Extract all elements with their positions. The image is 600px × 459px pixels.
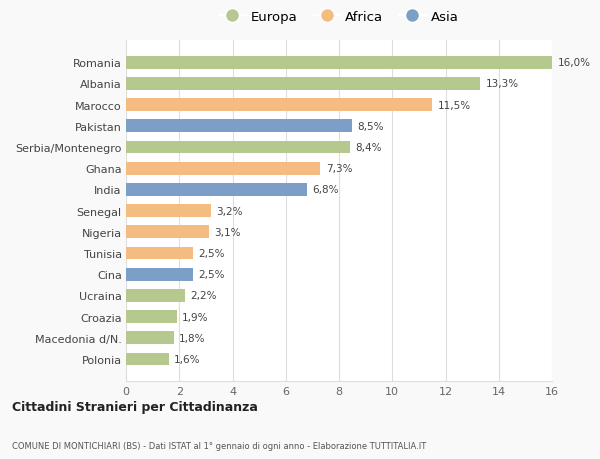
Bar	[126, 141, 350, 154]
Legend: Europa, Africa, Asia: Europa, Africa, Asia	[215, 7, 463, 28]
Text: 2,5%: 2,5%	[198, 269, 224, 280]
Bar	[126, 120, 352, 133]
Bar	[126, 268, 193, 281]
Text: 6,8%: 6,8%	[313, 185, 339, 195]
Text: 2,2%: 2,2%	[190, 291, 217, 301]
Text: 16,0%: 16,0%	[557, 58, 590, 68]
Text: 1,8%: 1,8%	[179, 333, 206, 343]
Bar	[126, 353, 169, 365]
Bar	[126, 226, 209, 239]
Bar	[126, 247, 193, 260]
Bar	[126, 311, 176, 323]
Text: 3,2%: 3,2%	[217, 206, 243, 216]
Bar	[126, 289, 185, 302]
Bar	[126, 78, 480, 90]
Bar	[126, 57, 552, 69]
Text: 2,5%: 2,5%	[198, 248, 224, 258]
Text: 7,3%: 7,3%	[326, 164, 352, 174]
Bar	[126, 162, 320, 175]
Text: 1,6%: 1,6%	[174, 354, 200, 364]
Text: 8,4%: 8,4%	[355, 143, 382, 153]
Text: 11,5%: 11,5%	[437, 101, 470, 110]
Text: COMUNE DI MONTICHIARI (BS) - Dati ISTAT al 1° gennaio di ogni anno - Elaborazion: COMUNE DI MONTICHIARI (BS) - Dati ISTAT …	[12, 441, 426, 450]
Text: 3,1%: 3,1%	[214, 227, 241, 237]
Bar	[126, 184, 307, 196]
Text: Cittadini Stranieri per Cittadinanza: Cittadini Stranieri per Cittadinanza	[12, 400, 258, 413]
Text: 8,5%: 8,5%	[358, 122, 384, 132]
Text: 1,9%: 1,9%	[182, 312, 208, 322]
Text: 13,3%: 13,3%	[485, 79, 518, 89]
Bar	[126, 99, 432, 112]
Bar	[126, 332, 174, 344]
Bar	[126, 205, 211, 218]
